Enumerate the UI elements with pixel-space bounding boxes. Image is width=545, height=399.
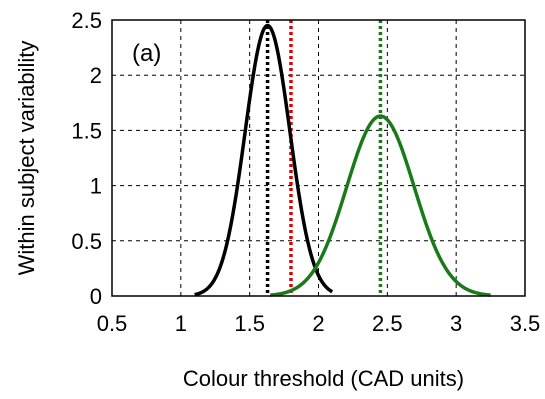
y-axis-title: Within subject variability: [14, 41, 39, 276]
x-tick-label: 2: [312, 311, 324, 336]
y-tick-label: 2: [90, 63, 102, 88]
y-tick-label: 0: [90, 284, 102, 309]
reference-lines: [265, 20, 383, 296]
x-tick-label: 1.5: [234, 311, 265, 336]
y-tick-label: 1.5: [71, 118, 102, 143]
y-tick-label: 0.5: [71, 229, 102, 254]
plot-frame: [111, 19, 526, 297]
x-tick-label: 3.5: [510, 311, 541, 336]
x-tick-label: 2.5: [372, 311, 403, 336]
series-line-1: [193, 23, 334, 297]
x-tick-labels: 0.5 1 1.5 2 2.5 3 3.5: [97, 311, 541, 336]
y-tick-label: 2.5: [71, 8, 102, 33]
x-tick-label: 0.5: [97, 311, 128, 336]
series-curves: [193, 23, 492, 297]
y-tick-label: 1: [90, 174, 102, 199]
x-axis-title: Colour threshold (CAD units): [183, 366, 464, 391]
y-tick-labels: 0 0.5 1 1.5 2 2.5: [71, 8, 102, 309]
panel-label: (a): [132, 40, 161, 67]
series-line-2: [269, 114, 492, 297]
x-tick-label: 1: [175, 311, 187, 336]
grid-lines: [112, 20, 525, 296]
x-tick-label: 3: [450, 311, 462, 336]
